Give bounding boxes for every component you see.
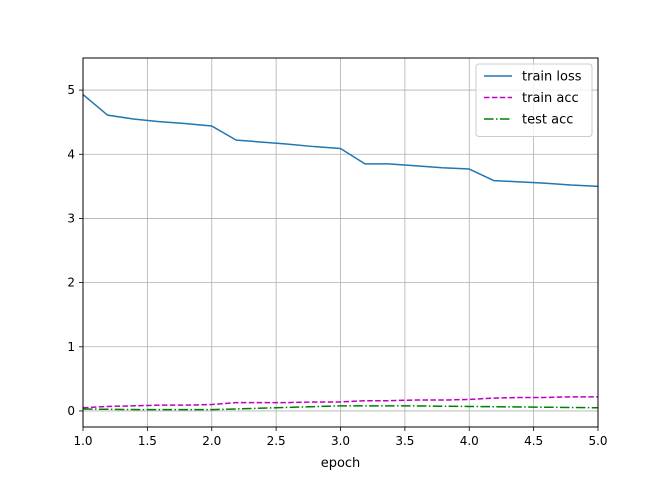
y-tick-label: 4 <box>67 147 75 161</box>
x-tick-label: 4.5 <box>524 434 543 448</box>
x-tick-label: 4.0 <box>460 434 479 448</box>
legend-label-2: train acc <box>522 91 579 106</box>
x-tick-label: 1.5 <box>138 434 157 448</box>
grid <box>82 58 599 427</box>
axis-ticks: 1.0 1.5 2.0 2.5 3.0 3.5 4.0 4.5 5.0 0 1 2 3 4 5 <box>67 83 607 448</box>
legend-label-1: train loss <box>522 70 582 85</box>
x-tick-label: 2.5 <box>267 434 286 448</box>
x-tick-label: 5.0 <box>588 434 607 448</box>
y-tick-label: 5 <box>67 83 75 97</box>
series-line-1 <box>82 94 599 188</box>
series-line-2 <box>82 396 598 409</box>
x-tick-label: 3.5 <box>395 434 414 448</box>
x-tick-label: 2.0 <box>202 434 221 448</box>
y-tick-label: 3 <box>67 211 75 225</box>
x-axis-label: epoch <box>321 456 361 471</box>
y-tick-label: 0 <box>67 404 75 418</box>
y-tick-label: 2 <box>67 276 75 290</box>
x-tick-label: 1.0 <box>73 434 92 448</box>
legend: train loss train acc test acc <box>475 63 593 137</box>
y-tick-label: 1 <box>67 340 75 354</box>
legend-label-3: test acc <box>522 113 573 128</box>
x-tick-label: 3.0 <box>331 434 350 448</box>
series-line-3 <box>82 405 599 411</box>
plot-area <box>82 94 599 411</box>
